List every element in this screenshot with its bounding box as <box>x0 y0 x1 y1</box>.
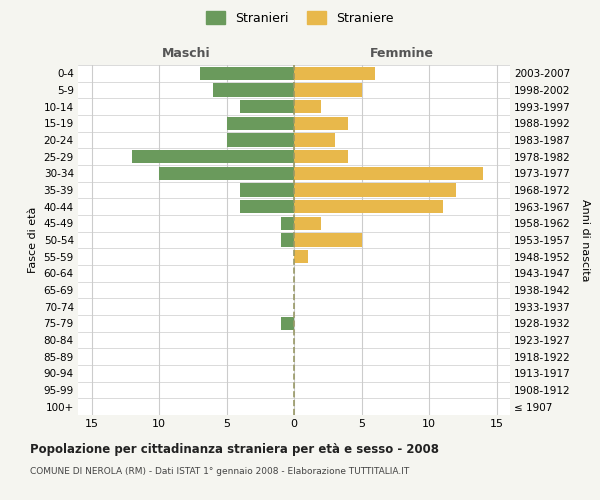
Bar <box>294 166 483 180</box>
Text: Popolazione per cittadinanza straniera per età e sesso - 2008: Popolazione per cittadinanza straniera p… <box>30 442 439 456</box>
Bar <box>294 100 321 114</box>
Bar <box>281 216 294 230</box>
Bar <box>294 250 308 264</box>
Bar <box>281 234 294 246</box>
Bar <box>294 84 361 96</box>
Legend: Stranieri, Straniere: Stranieri, Straniere <box>206 11 394 25</box>
Y-axis label: Fasce di età: Fasce di età <box>28 207 38 273</box>
Text: Femmine: Femmine <box>370 47 434 60</box>
Bar <box>227 116 294 130</box>
Bar <box>240 100 294 114</box>
Bar <box>294 66 375 80</box>
Bar <box>240 200 294 213</box>
Bar <box>294 134 335 146</box>
Bar <box>294 150 348 164</box>
Bar <box>199 66 294 80</box>
Bar <box>281 316 294 330</box>
Bar <box>294 184 456 196</box>
Bar <box>294 216 321 230</box>
Bar <box>294 234 361 246</box>
Bar <box>159 166 294 180</box>
Bar <box>132 150 294 164</box>
Bar <box>294 116 348 130</box>
Text: Maschi: Maschi <box>161 47 211 60</box>
Y-axis label: Anni di nascita: Anni di nascita <box>580 198 590 281</box>
Bar <box>213 84 294 96</box>
Text: COMUNE DI NEROLA (RM) - Dati ISTAT 1° gennaio 2008 - Elaborazione TUTTITALIA.IT: COMUNE DI NEROLA (RM) - Dati ISTAT 1° ge… <box>30 468 409 476</box>
Bar <box>240 184 294 196</box>
Bar <box>227 134 294 146</box>
Bar <box>294 200 443 213</box>
